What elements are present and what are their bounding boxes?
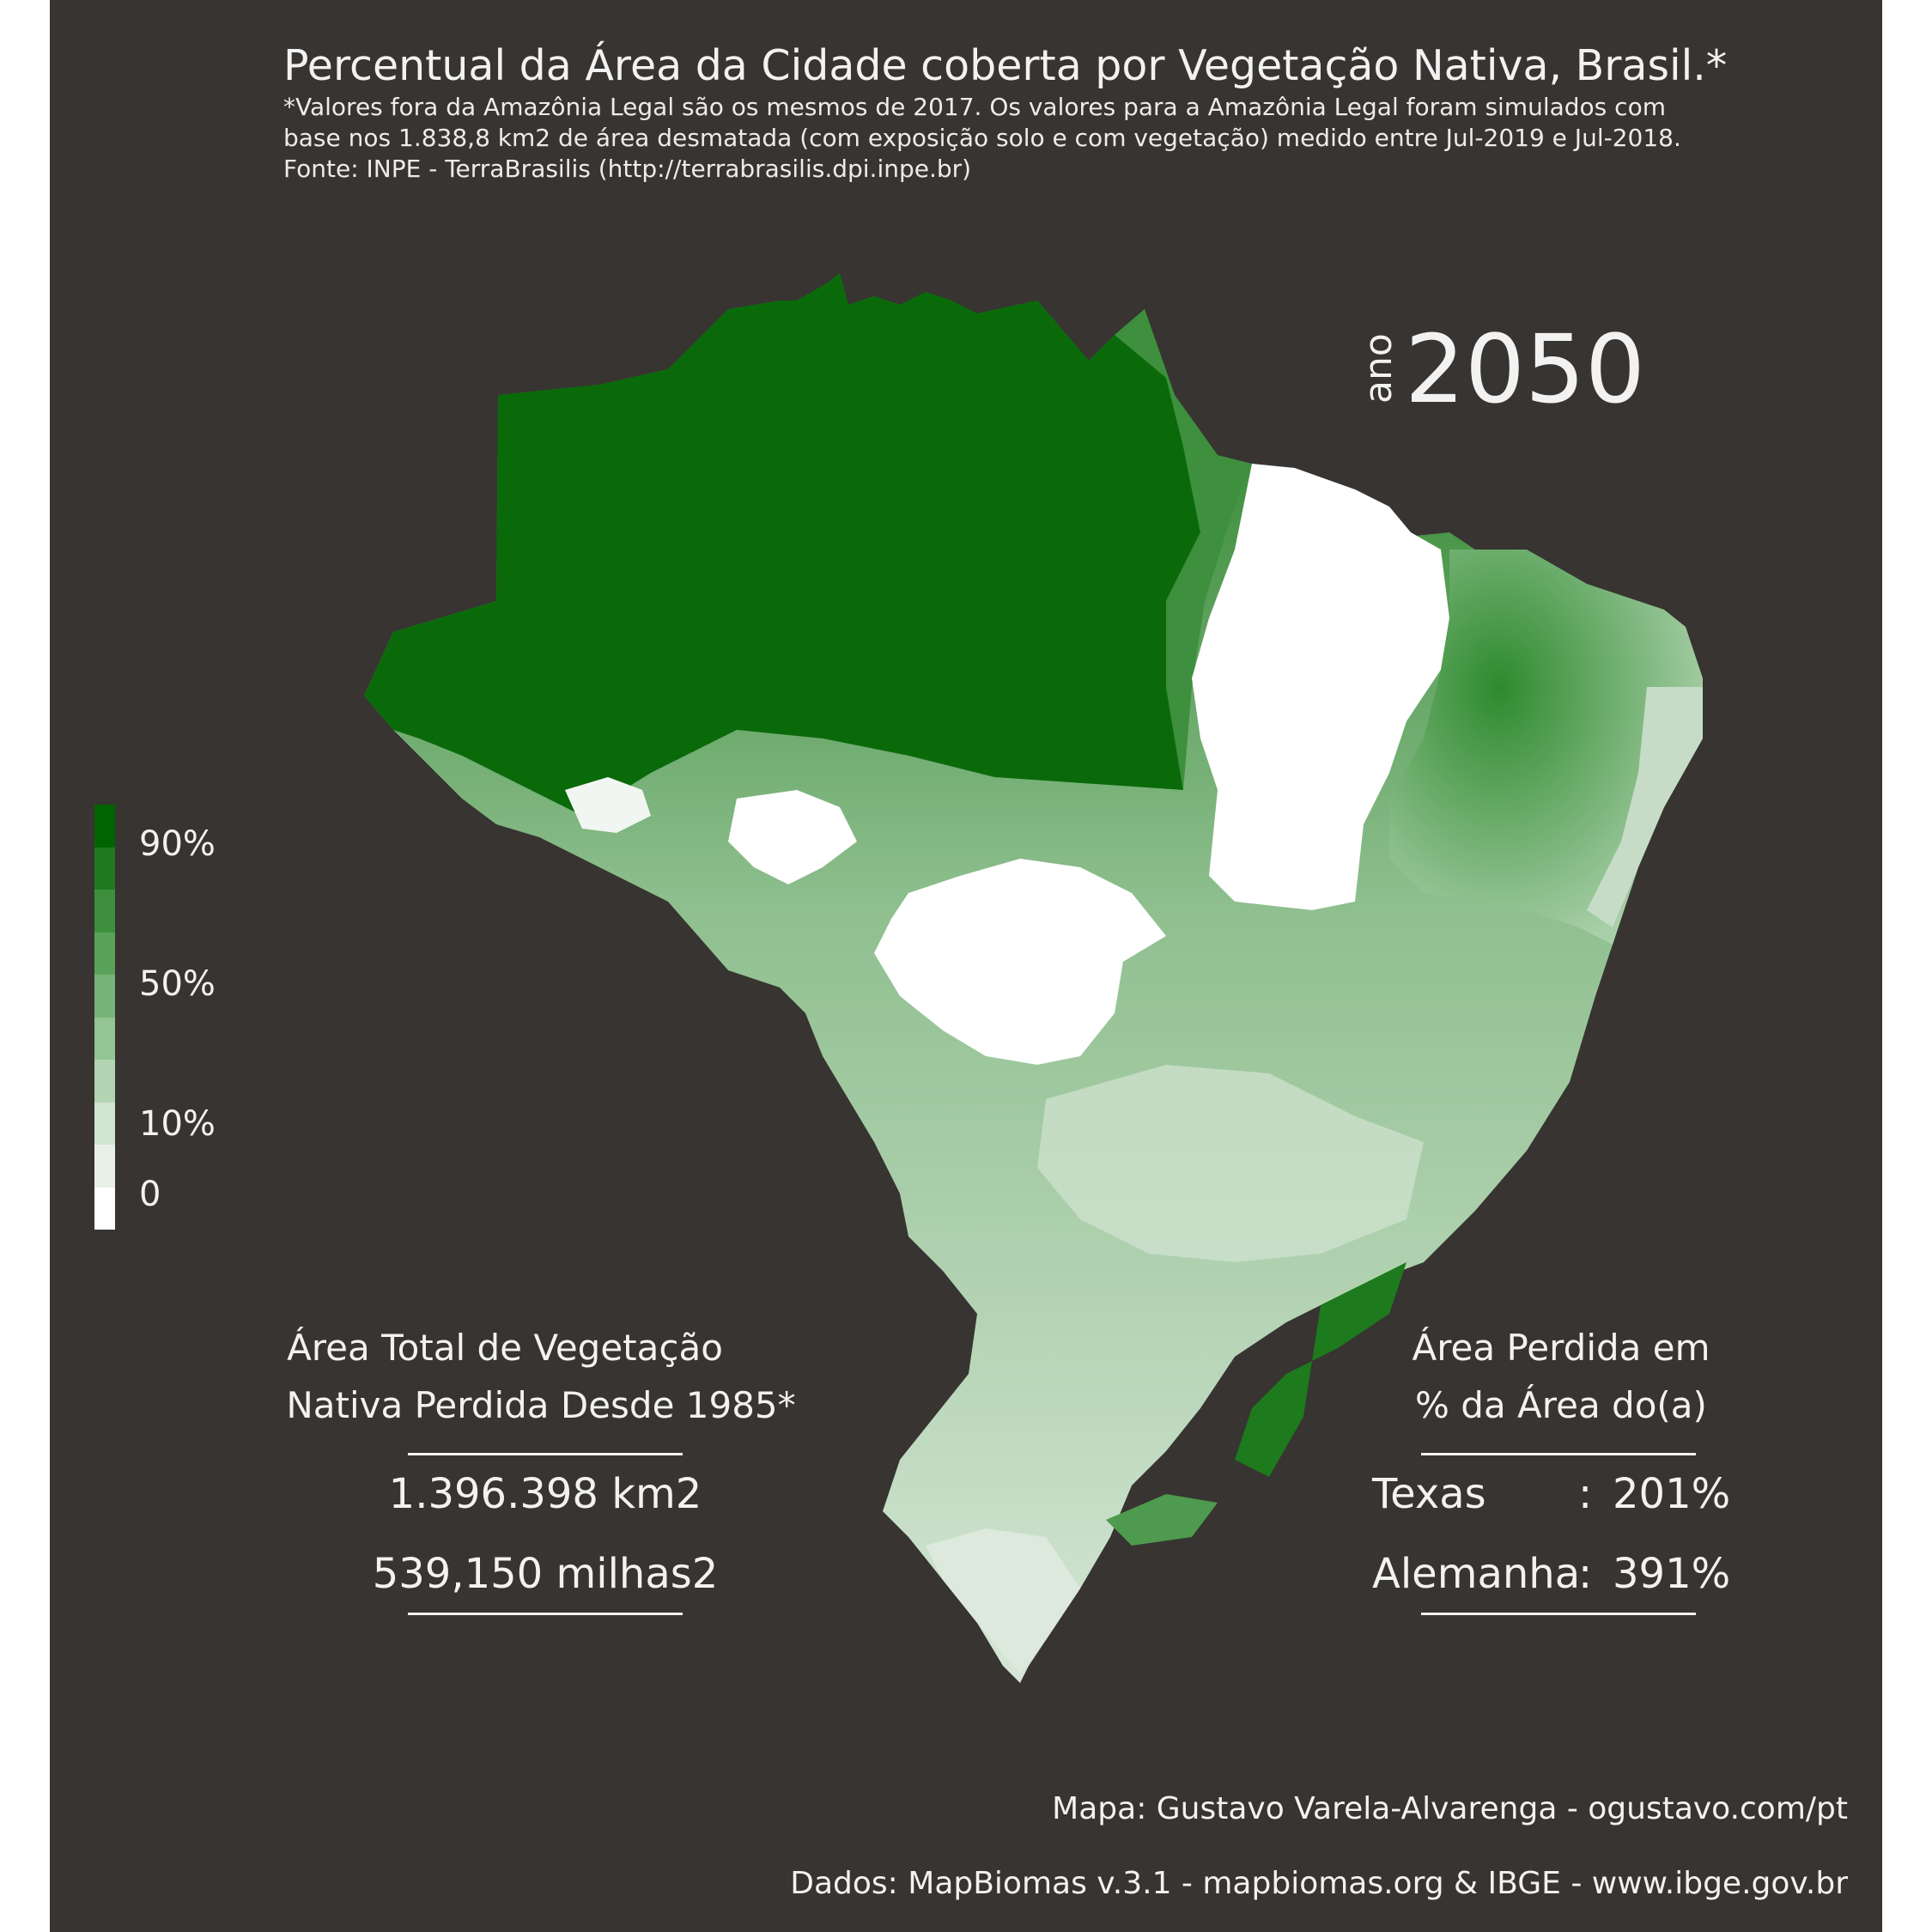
legend-swatch (94, 1060, 115, 1103)
year-value: 2050 (1405, 314, 1645, 424)
brazil-map (364, 273, 1703, 1683)
deforested-east-amazon (1192, 464, 1449, 910)
right-stat-heading-1: Área Perdida em (1412, 1327, 1710, 1369)
legend-swatch (94, 805, 115, 848)
legend-label-10: 10% (139, 1104, 216, 1144)
map-title: Percentual da Área da Cidade coberta por… (283, 41, 1728, 90)
deforested-acre (565, 777, 651, 833)
pampas (926, 1528, 1080, 1674)
legend-swatch (94, 1187, 115, 1230)
legend-swatch (94, 1102, 115, 1145)
subtitle-line-3: Fonte: INPE - TerraBrasilis (http://terr… (283, 155, 972, 183)
atlantic-forest (1235, 1262, 1406, 1477)
right-row-texas-sep: : (1578, 1470, 1593, 1518)
legend-swatch (94, 1145, 115, 1188)
right-row-alemanha-value: 391% (1613, 1550, 1731, 1598)
legend-swatch (94, 975, 115, 1018)
right-row-texas-value: 201% (1613, 1470, 1731, 1518)
legend-swatch (94, 847, 115, 890)
credit-data: Dados: MapBiomas v.3.1 - mapbiomas.org &… (790, 1866, 1848, 1901)
left-stat-rule-bottom (408, 1613, 683, 1615)
legend-swatch (94, 932, 115, 975)
map-panel: Percentual da Área da Cidade coberta por… (50, 0, 1882, 1932)
left-stat-km2: 1.396.398 km2 (388, 1470, 702, 1518)
left-stat-heading-1: Área Total de Vegetação (287, 1327, 723, 1369)
amazon-region (364, 273, 1200, 816)
right-row-texas-name: Texas (1372, 1470, 1486, 1518)
credit-map: Mapa: Gustavo Varela-Alvarenga - ogustav… (1052, 1791, 1848, 1826)
deforested-rondonia (728, 790, 857, 884)
left-stat-rule-top (408, 1453, 683, 1455)
legend-label-90: 90% (139, 824, 216, 864)
south-forest (1106, 1494, 1218, 1546)
right-stat-rule-top (1421, 1453, 1696, 1455)
right-row-alemanha-name: Alemanha (1372, 1550, 1581, 1598)
legend-swatch (94, 1017, 115, 1060)
legend-label-50: 50% (139, 964, 216, 1004)
left-stat-heading-2: Nativa Perdida Desde 1985* (286, 1384, 796, 1426)
central-lighter (1037, 1065, 1424, 1262)
right-row-alemanha-sep: : (1578, 1550, 1593, 1598)
right-stat-rule-bottom (1421, 1613, 1696, 1615)
legend-colorbar (94, 805, 115, 1230)
subtitle-line-2: base nos 1.838,8 km2 de área desmatada (… (283, 124, 1681, 152)
amazon-mid-tone (1115, 309, 1243, 790)
subtitle-line-1: *Valores fora da Amazônia Legal são os m… (283, 93, 1666, 121)
left-stat-miles: 539,150 milhas2 (372, 1550, 719, 1598)
legend-label-0: 0 (139, 1175, 161, 1214)
deforested-south-amazon (874, 859, 1166, 1065)
legend-swatch (94, 890, 115, 933)
northeast-coast (1587, 687, 1703, 927)
right-stat-heading-2: % da Área do(a) (1415, 1384, 1707, 1426)
year-label: ano (1357, 333, 1400, 404)
